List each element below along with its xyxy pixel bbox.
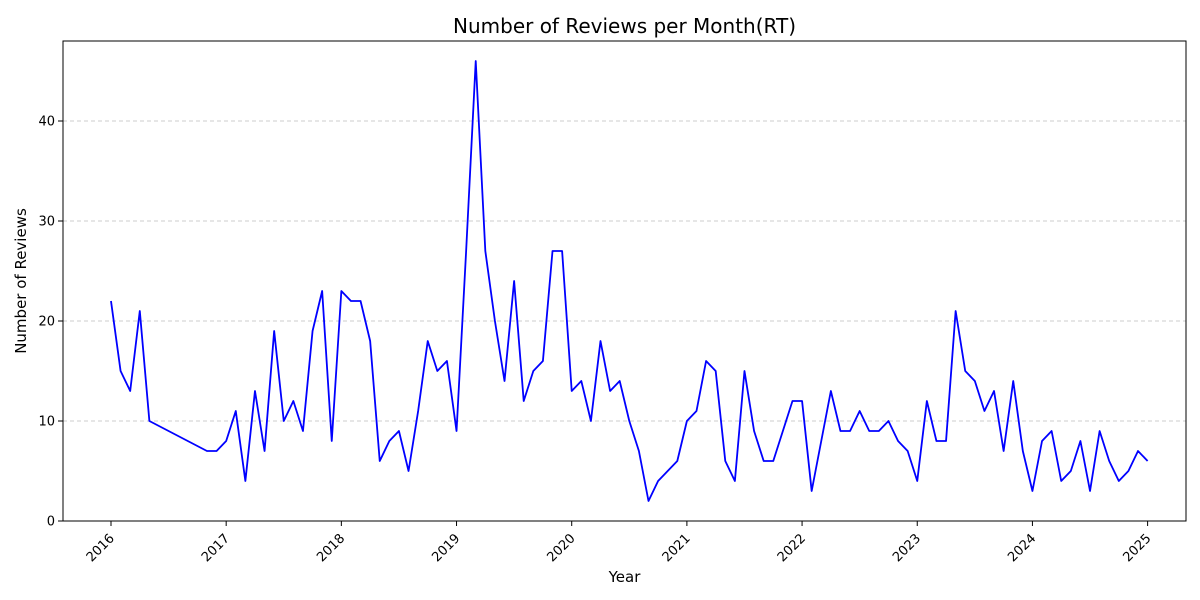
y-tick-label: 30 (38, 215, 55, 230)
y-tick-label: 10 (38, 415, 55, 430)
plot-frame (62, 40, 1187, 522)
x-axis-label: Year (608, 568, 642, 586)
y-tick-label: 40 (38, 115, 55, 130)
y-tick-label: 0 (47, 515, 55, 530)
y-axis-label: Number of Reviews (12, 208, 30, 354)
series-group (110, 60, 1149, 502)
series-line (110, 60, 1149, 502)
y-tick-label: 20 (38, 315, 55, 330)
chart-title: Number of Reviews per Month(RT) (453, 14, 796, 38)
y-axis-ticks: 0 10 20 30 40 (38, 115, 63, 530)
